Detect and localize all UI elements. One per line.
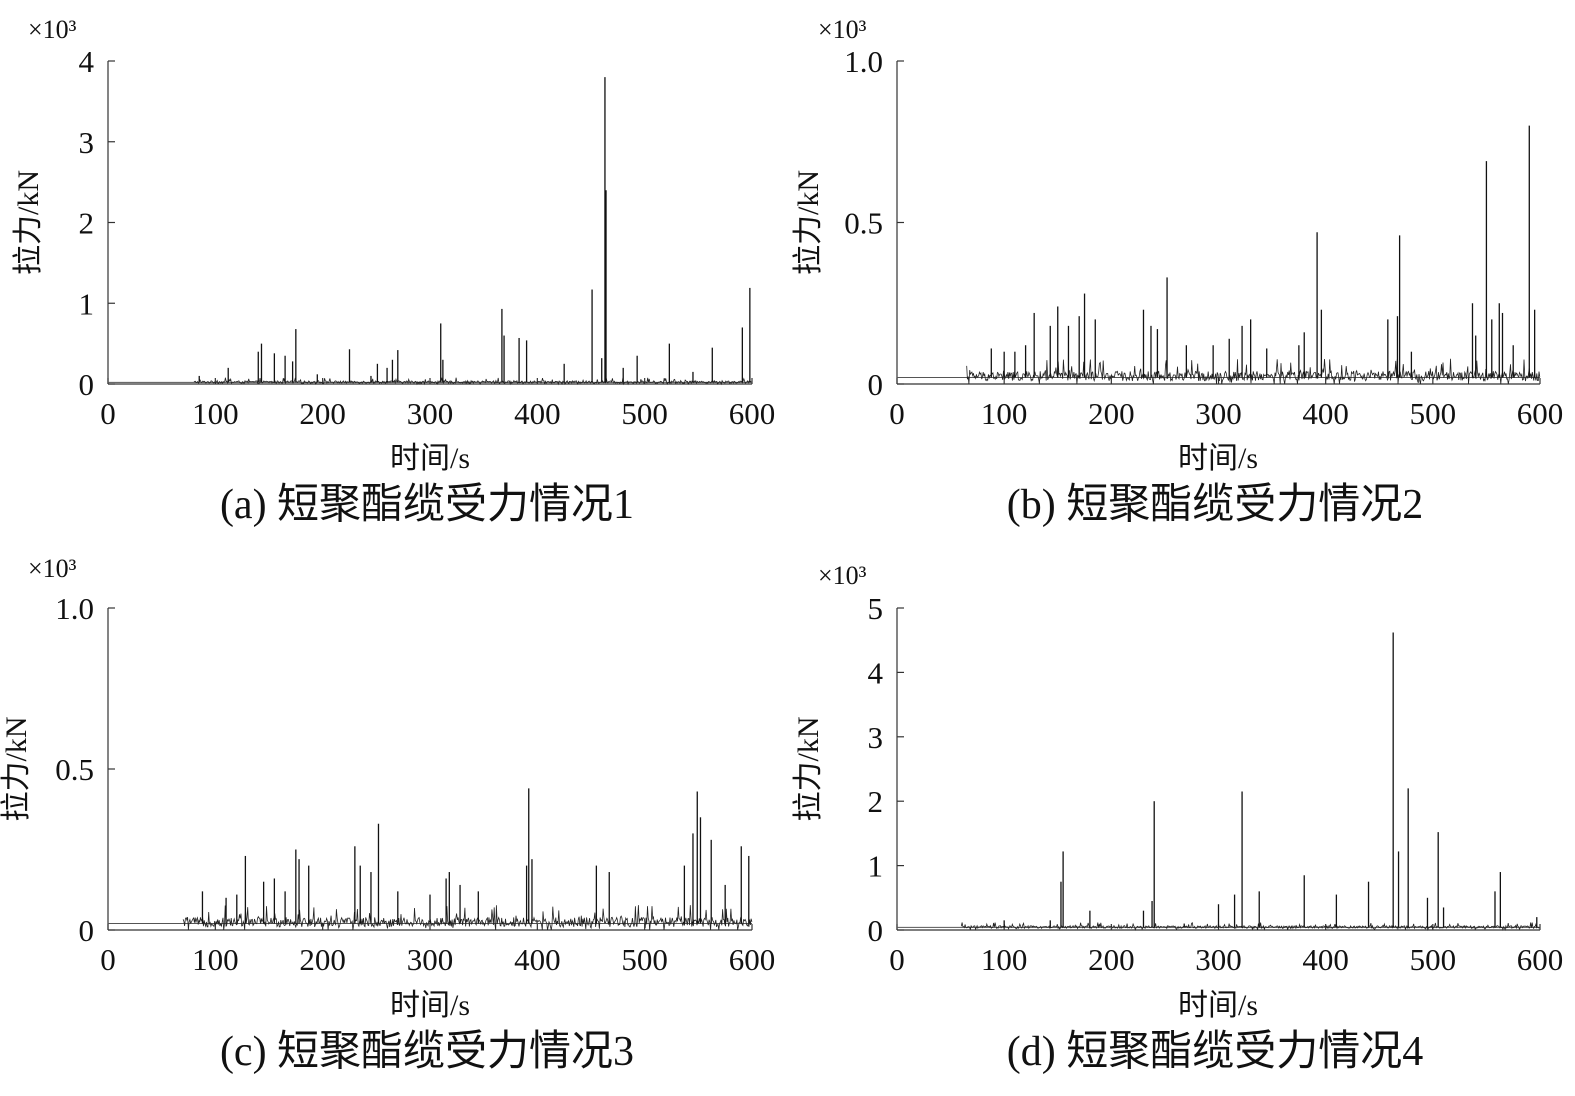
x-tick-label: 100 bbox=[981, 942, 1028, 977]
x-tick-label: 100 bbox=[981, 396, 1028, 431]
x-tick-label: 0 bbox=[100, 942, 116, 977]
y-tick-label: 0.5 bbox=[55, 752, 94, 787]
x-axis-label: 时间/s bbox=[1178, 442, 1258, 475]
x-tick-label: 100 bbox=[192, 396, 239, 431]
y-tick-label: 3 bbox=[868, 720, 884, 755]
signal-noise bbox=[966, 358, 1541, 385]
y-multiplier-label: ×10³ bbox=[28, 554, 77, 583]
chart-c: 0 0.5 1.0 0 100 200 300 400 500 600 ×10³ 拉力/kN 时间/s (… bbox=[0, 554, 775, 1075]
y-tick-label: 0 bbox=[868, 367, 884, 402]
y-tick-label: 5 bbox=[868, 591, 884, 626]
x-tick-label: 200 bbox=[299, 396, 346, 431]
y-tick-label: 1.0 bbox=[844, 44, 883, 79]
y-tick-label: 2 bbox=[868, 784, 884, 819]
y-tick-label: 0 bbox=[868, 913, 884, 948]
y-tick-label: 0 bbox=[79, 367, 95, 402]
y-tick-label: 4 bbox=[868, 655, 884, 690]
y-axis-label: 拉力/kN bbox=[12, 170, 45, 275]
x-tick-label: 200 bbox=[299, 942, 346, 977]
x-tick-label: 500 bbox=[1410, 396, 1457, 431]
x-axis-label: 时间/s bbox=[390, 989, 470, 1022]
subplot-caption: (d) 短聚酯缆受力情况4 bbox=[1007, 1029, 1423, 1075]
x-tick-label: 300 bbox=[1195, 396, 1242, 431]
x-tick-label: 400 bbox=[514, 396, 561, 431]
signal-noise bbox=[193, 377, 752, 386]
x-tick-label: 200 bbox=[1088, 942, 1135, 977]
x-tick-label: 300 bbox=[407, 396, 454, 431]
x-tick-label: 300 bbox=[407, 942, 454, 977]
x-tick-label: 300 bbox=[1195, 942, 1242, 977]
x-tick-label: 100 bbox=[192, 942, 239, 977]
signal-noise bbox=[182, 905, 753, 931]
x-tick-label: 0 bbox=[100, 396, 116, 431]
y-tick-label: 1 bbox=[79, 286, 95, 321]
signal-noise bbox=[960, 921, 1540, 931]
y-multiplier-label: ×10³ bbox=[818, 561, 867, 590]
chart-a: 0 1 2 3 4 0 100 200 300 400 500 600 ×10³ 拉力/kN 时间/s (a)… bbox=[12, 15, 775, 528]
x-tick-label: 500 bbox=[621, 942, 668, 977]
subplot-caption: (c) 短聚酯缆受力情况3 bbox=[220, 1029, 634, 1075]
subplot-caption: (a) 短聚酯缆受力情况1 bbox=[220, 482, 634, 528]
x-tick-label: 0 bbox=[889, 942, 905, 977]
subplot-caption: (b) 短聚酯缆受力情况2 bbox=[1007, 482, 1423, 528]
y-tick-label: 4 bbox=[79, 44, 95, 79]
x-tick-label: 600 bbox=[729, 396, 776, 431]
y-tick-label: 1.0 bbox=[55, 591, 94, 626]
x-tick-label: 500 bbox=[1410, 942, 1457, 977]
y-tick-label: 0 bbox=[79, 913, 95, 948]
y-tick-label: 1 bbox=[868, 849, 884, 884]
y-axis-label: 拉力/kN bbox=[0, 717, 33, 822]
x-tick-label: 400 bbox=[1302, 942, 1349, 977]
y-tick-label: 0.5 bbox=[844, 206, 883, 241]
chart-d: 0 1 2 3 4 5 0 100 200 300 400 500 600 ×10³ 拉力/kN 时间/s (d… bbox=[792, 561, 1563, 1075]
y-multiplier-label: ×10³ bbox=[818, 15, 867, 44]
x-tick-label: 500 bbox=[621, 396, 668, 431]
x-axis-label: 时间/s bbox=[1178, 989, 1258, 1022]
y-tick-label: 2 bbox=[79, 206, 95, 241]
x-tick-label: 600 bbox=[729, 942, 776, 977]
x-tick-label: 200 bbox=[1088, 396, 1135, 431]
y-tick-label: 3 bbox=[79, 125, 95, 160]
y-axis-label: 拉力/kN bbox=[792, 717, 825, 822]
x-tick-label: 400 bbox=[514, 942, 561, 977]
x-tick-label: 0 bbox=[889, 396, 905, 431]
y-axis-label: 拉力/kN bbox=[792, 170, 825, 275]
x-tick-label: 600 bbox=[1517, 396, 1564, 431]
x-axis-label: 时间/s bbox=[390, 442, 470, 475]
y-multiplier-label: ×10³ bbox=[28, 15, 77, 44]
x-tick-label: 600 bbox=[1517, 942, 1564, 977]
x-tick-label: 400 bbox=[1302, 396, 1349, 431]
chart-b: 0 0.5 1.0 0 100 200 300 400 500 600 ×10³ 拉力/kN 时间/s (… bbox=[792, 15, 1563, 528]
